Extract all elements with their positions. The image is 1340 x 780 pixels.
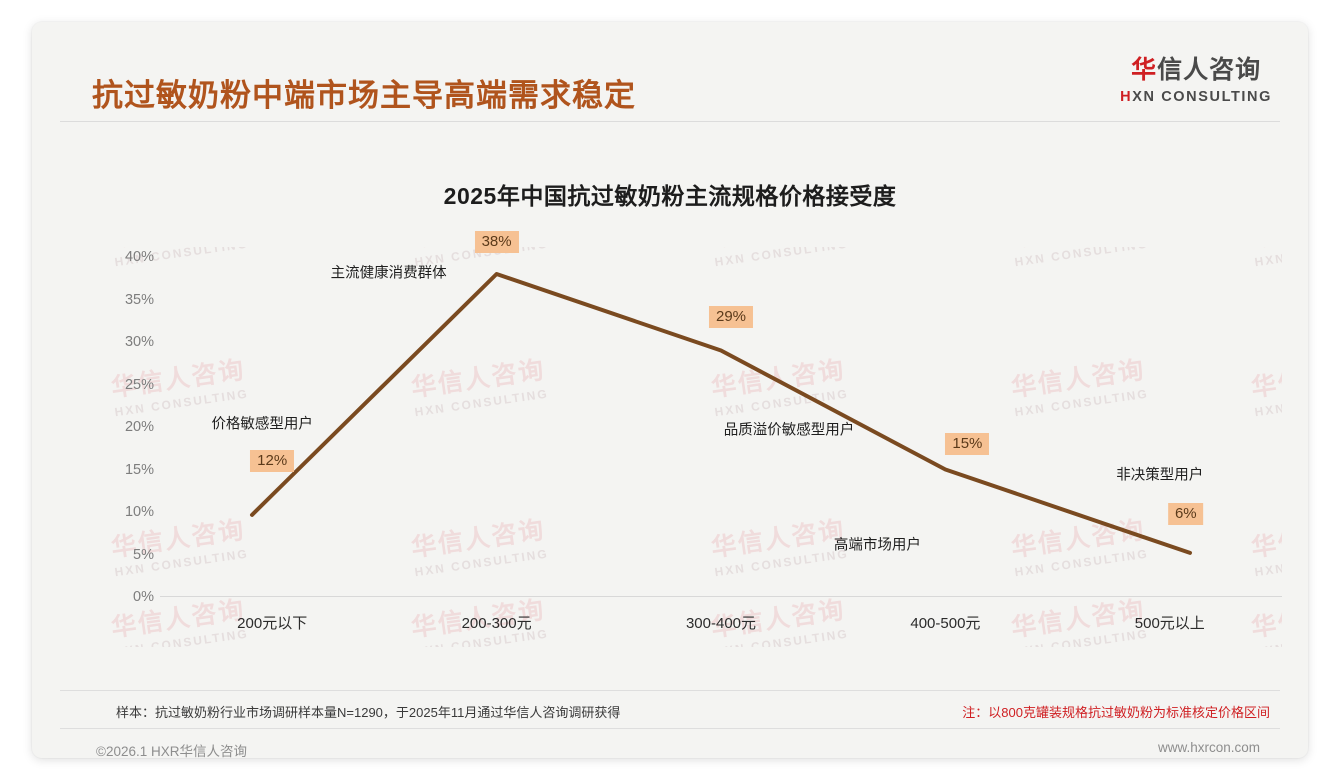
y-axis-tick-label: 0%: [133, 589, 154, 605]
x-axis-tick-label: 400-500元: [910, 615, 981, 632]
x-axis-tick-label: 300-400元: [685, 615, 757, 632]
data-point-label: 12%: [250, 450, 295, 472]
page-title: 抗过敏奶粉中端市场主导高端需求稳定: [92, 78, 636, 113]
copyright-text: ©2026.1 HXR华信人咨询: [96, 744, 247, 758]
y-axis-tick-label: 10%: [124, 504, 154, 520]
logo-english-text: HXN CONSULTING: [1120, 90, 1272, 105]
x-axis-tick-label: 200-300元: [461, 615, 532, 632]
x-axis-tick-label: 500元以上: [1134, 615, 1205, 632]
series-polyline: [250, 272, 1192, 555]
line-series-svg: [250, 272, 1192, 555]
header-divider: [60, 121, 1280, 122]
series-annotation: 品质溢价敏感型用户: [723, 422, 855, 438]
logo-cn-accent-char: 华: [1131, 56, 1158, 84]
brand-logo: 华信人咨询 HXN CONSULTING: [1120, 58, 1272, 105]
y-axis-tick-label: 35%: [124, 291, 154, 308]
logo-cn-rest: 信人咨询: [1157, 56, 1262, 84]
sample-note: 样本：抗过敏奶粉行业市场调研样本量N=1290，于2025年11月通过华信人咨询…: [116, 705, 621, 720]
series-annotation: 高端市场用户: [833, 537, 921, 553]
data-point-label: 6%: [1167, 503, 1204, 525]
series-annotation: 主流健康消费群体: [330, 265, 447, 282]
logo-chinese-text: 华信人咨询: [1120, 58, 1272, 83]
series-annotation: 价格敏感型用户: [211, 416, 313, 433]
series-annotation: 非决策型用户: [1116, 467, 1204, 484]
logo-en-accent-char: H: [1120, 89, 1133, 105]
y-axis-tick-label: 20%: [124, 419, 154, 435]
y-axis-tick-label: 30%: [124, 334, 154, 350]
data-point-label: 38%: [474, 231, 519, 253]
y-axis-tick-label: 5%: [133, 546, 154, 563]
x-axis-line: [160, 596, 1282, 597]
slide-header: 抗过敏奶粉中端市场主导高端需求稳定 华信人咨询 HXN CONSULTING: [32, 22, 1308, 124]
logo-en-rest: XN CONSULTING: [1132, 89, 1272, 105]
chart-title: 2025年中国抗过敏奶粉主流规格价格接受度: [443, 183, 897, 209]
website-link[interactable]: www.hxrcon.com: [1157, 740, 1260, 755]
footer-divider-bottom: [60, 728, 1280, 729]
y-axis-tick-label: 40%: [124, 249, 154, 265]
data-point-label: 15%: [945, 432, 990, 455]
y-axis-labels: 40% 35% 30% 25% 20% 15% 10% 5% 0%: [92, 247, 160, 647]
x-axis-tick-label: 200元以下: [237, 615, 308, 632]
y-axis-tick-label: 15%: [124, 461, 154, 478]
footer-divider-top: [60, 690, 1280, 691]
data-point-label: 29%: [708, 305, 754, 328]
y-axis-tick-label: 25%: [124, 376, 154, 393]
slide-card: 抗过敏奶粉中端市场主导高端需求稳定 华信人咨询 HXN CONSULTING 2…: [32, 22, 1308, 758]
remark-note: 注：以800克罐装规格抗过敏奶粉为标准核定价格区间: [962, 705, 1270, 720]
